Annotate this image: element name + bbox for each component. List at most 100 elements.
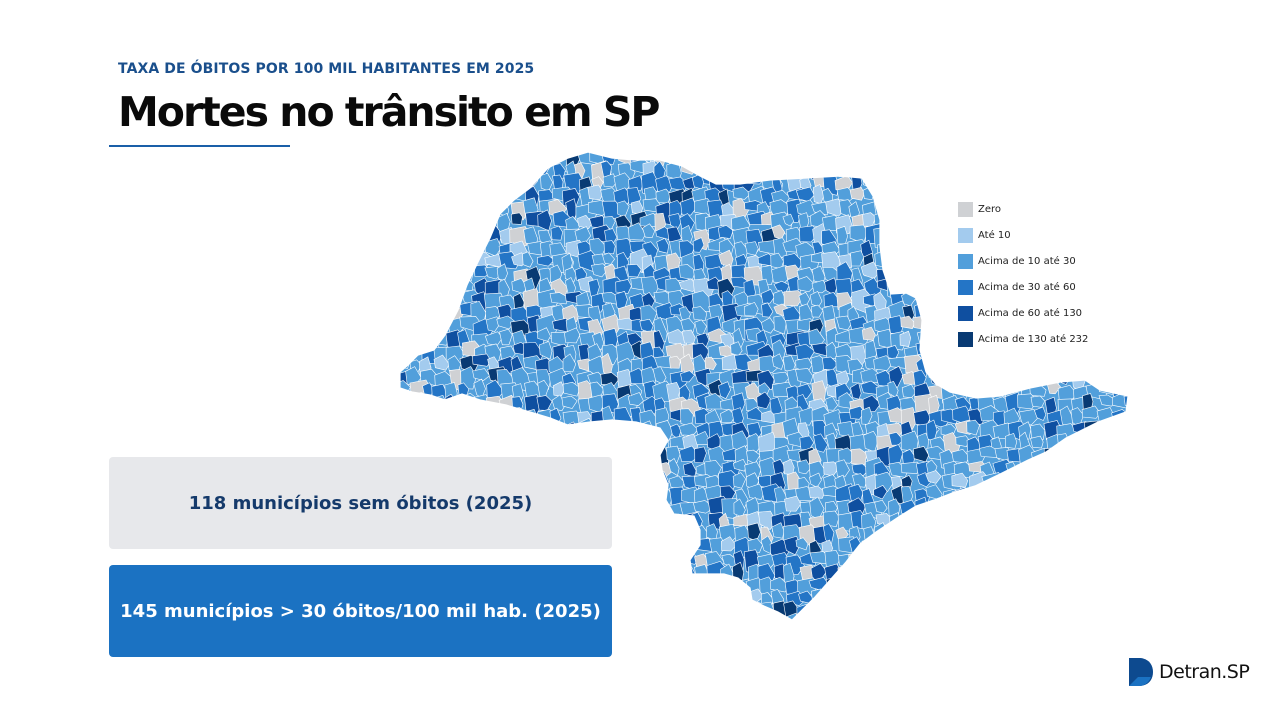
municipality-area — [400, 290, 418, 311]
municipality-area — [626, 264, 642, 278]
municipality-area — [721, 152, 741, 165]
municipality-area — [628, 538, 644, 560]
municipality-area — [614, 501, 628, 518]
municipality-area — [1071, 152, 1086, 162]
municipality-area — [640, 276, 660, 298]
municipality-area — [1107, 184, 1128, 201]
municipality-area — [1045, 514, 1062, 534]
municipality-area — [1109, 249, 1122, 270]
municipality-area — [1032, 526, 1051, 543]
legend-label: Zero — [978, 203, 1002, 215]
municipality-area — [1045, 496, 1065, 520]
municipality-area — [407, 201, 430, 222]
municipality-area — [850, 613, 870, 620]
municipality-area — [916, 238, 936, 262]
title-underline — [109, 145, 290, 147]
municipality-area — [860, 261, 880, 279]
municipality-area — [1056, 524, 1072, 542]
municipality-area — [400, 393, 410, 409]
municipality-area — [861, 326, 876, 341]
municipality-area — [1019, 501, 1040, 526]
municipality-area — [813, 433, 829, 453]
municipality-area — [1110, 152, 1124, 173]
municipality-area — [405, 268, 420, 292]
municipality-area — [991, 486, 1011, 506]
municipality-area — [1084, 367, 1104, 383]
municipality-area — [900, 430, 919, 452]
municipality-area — [1006, 358, 1027, 381]
municipality-area — [771, 224, 786, 240]
municipality-area — [460, 213, 478, 232]
municipality-area — [990, 515, 1013, 537]
municipality-area — [615, 457, 627, 474]
municipality-area — [1007, 485, 1030, 509]
municipality-area — [1120, 183, 1128, 202]
municipality-area — [888, 619, 903, 620]
municipality-area — [643, 564, 655, 586]
municipality-area — [890, 152, 911, 174]
municipality-area — [1071, 526, 1092, 548]
municipality-area — [926, 185, 947, 205]
municipality-area — [1098, 445, 1120, 469]
municipality-area — [993, 603, 1014, 620]
municipality-area — [1112, 422, 1128, 439]
municipality-area — [979, 484, 993, 499]
municipality-area — [914, 511, 937, 531]
municipality-area — [968, 354, 990, 375]
municipality-area — [628, 472, 650, 494]
municipality-area — [1057, 152, 1081, 171]
municipality-area — [653, 575, 674, 595]
municipality-area — [421, 252, 442, 268]
municipality-area — [1084, 539, 1103, 555]
municipality-area — [836, 315, 852, 331]
municipality-area — [435, 227, 449, 242]
municipality-area — [876, 578, 890, 594]
municipality-area — [1003, 526, 1023, 546]
detran-logo-text: Detran.SP — [1159, 661, 1250, 683]
municipality-area — [913, 252, 927, 272]
municipality-area — [913, 618, 931, 620]
municipality-area — [862, 152, 883, 163]
municipality-area — [1018, 576, 1031, 590]
municipality-area — [1123, 537, 1128, 561]
legend-label: Acima de 130 até 232 — [978, 333, 1089, 345]
municipality-area — [433, 159, 452, 179]
municipality-area — [705, 152, 726, 161]
municipality-area — [875, 591, 892, 608]
municipality-area — [926, 173, 947, 189]
municipality-area — [1084, 498, 1100, 516]
municipality-area — [878, 605, 894, 617]
municipality-area — [472, 163, 495, 187]
municipality-area — [888, 565, 910, 587]
municipality-area — [1120, 173, 1128, 189]
municipality-area — [994, 159, 1016, 178]
municipality-area — [903, 152, 924, 171]
municipality-area — [744, 159, 766, 182]
municipality-area — [419, 200, 437, 223]
municipality-area — [1058, 577, 1075, 596]
municipality-area — [654, 547, 667, 563]
municipality-area — [448, 278, 462, 298]
municipality-area — [967, 164, 980, 184]
municipality-area — [903, 253, 916, 276]
municipality-area — [951, 173, 971, 197]
municipality-area — [630, 423, 647, 436]
municipality-area — [564, 266, 577, 283]
municipality-area — [849, 566, 866, 586]
municipality-area — [927, 226, 942, 250]
municipality-area — [939, 290, 954, 309]
municipality-area — [797, 212, 810, 230]
municipality-area — [1045, 536, 1067, 561]
legend-item: Zero — [958, 196, 1088, 222]
municipality-area — [964, 370, 977, 395]
municipality-area — [680, 370, 695, 383]
municipality-area — [900, 515, 922, 528]
municipality-area — [400, 329, 406, 349]
municipality-area — [525, 152, 537, 174]
municipality-area — [422, 277, 438, 296]
municipality-area — [955, 538, 971, 553]
municipality-area — [761, 302, 774, 318]
municipality-area — [432, 238, 449, 256]
municipality-area — [850, 605, 863, 620]
municipality-area — [1097, 592, 1116, 615]
